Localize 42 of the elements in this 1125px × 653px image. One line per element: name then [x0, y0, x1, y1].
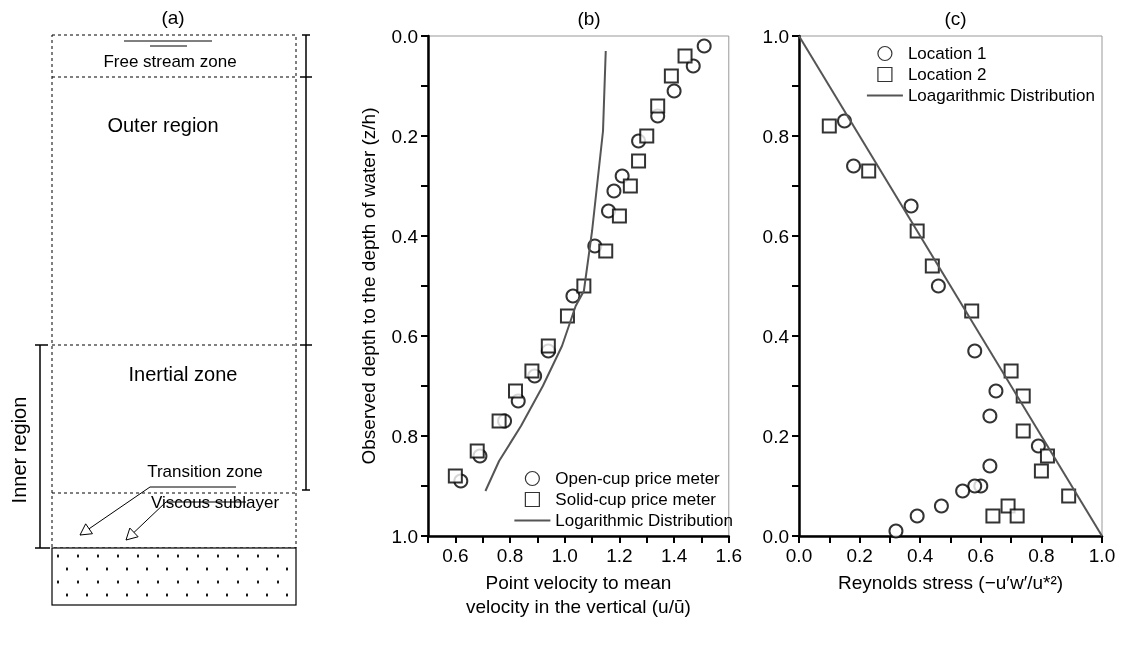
legend-label: Location 1 [907, 44, 987, 63]
x-tick-label: 0.0 [785, 545, 813, 566]
y-axis-title: Observed depth to the depth of water (z/h) [358, 107, 380, 465]
y-tick-label: 0.4 [391, 225, 419, 247]
chart-title: (b) [577, 8, 601, 29]
y-tick-label: 0.8 [391, 425, 418, 447]
x-tick-label: 1.0 [1088, 545, 1116, 566]
chart-title: (c) [944, 8, 967, 29]
x-tick-label: 0.2 [846, 545, 873, 566]
text: Inner region [8, 396, 30, 504]
y-tick-label: 0.2 [762, 425, 789, 447]
y-tick-label: 1.0 [762, 25, 789, 47]
x-tick-label: 0.4 [906, 545, 934, 566]
text: (a) [161, 7, 185, 28]
legend-label: Loagarithmic Distribution [907, 86, 1096, 105]
legend-label: Solid-cup price meter [555, 490, 717, 509]
text: Outer region [107, 114, 219, 136]
y-tick-label: 0.6 [391, 325, 418, 347]
x-tick-label: 1.6 [715, 545, 742, 566]
x-tick-label: 1.0 [551, 545, 578, 566]
y-tick-label: 0.8 [762, 125, 789, 147]
legend-label: Location 2 [907, 65, 987, 84]
text: Free stream zone [103, 52, 237, 71]
x-tick-label: 0.8 [496, 545, 524, 566]
x-tick-label: 1.4 [660, 545, 688, 566]
legend-label: Logarithmic Distribution [555, 511, 734, 530]
x-axis-title: Reynolds stress (−u′w′/u*²) [837, 571, 1064, 593]
x-tick-label: 0.8 [1028, 545, 1055, 566]
y-tick-label: 0.0 [762, 525, 789, 547]
y-tick-label: 1.0 [391, 525, 418, 547]
text: Transition zone [147, 462, 263, 481]
x-tick-label: 0.6 [967, 545, 995, 566]
x-tick-label: 1.2 [606, 545, 633, 566]
y-tick-label: 0.2 [391, 125, 418, 147]
x-tick-label: 0.6 [442, 545, 469, 566]
y-tick-label: 0.4 [762, 325, 790, 347]
legend-label: Open-cup price meter [555, 469, 721, 488]
y-tick-label: 0.0 [391, 25, 418, 47]
y-tick-label: 0.6 [762, 225, 789, 247]
x-axis-title: Point velocity to mean velocity in the vertical (u/ū) [465, 571, 691, 617]
text: Inertial zone [128, 363, 238, 385]
text: Viscous sublayer [150, 493, 280, 512]
